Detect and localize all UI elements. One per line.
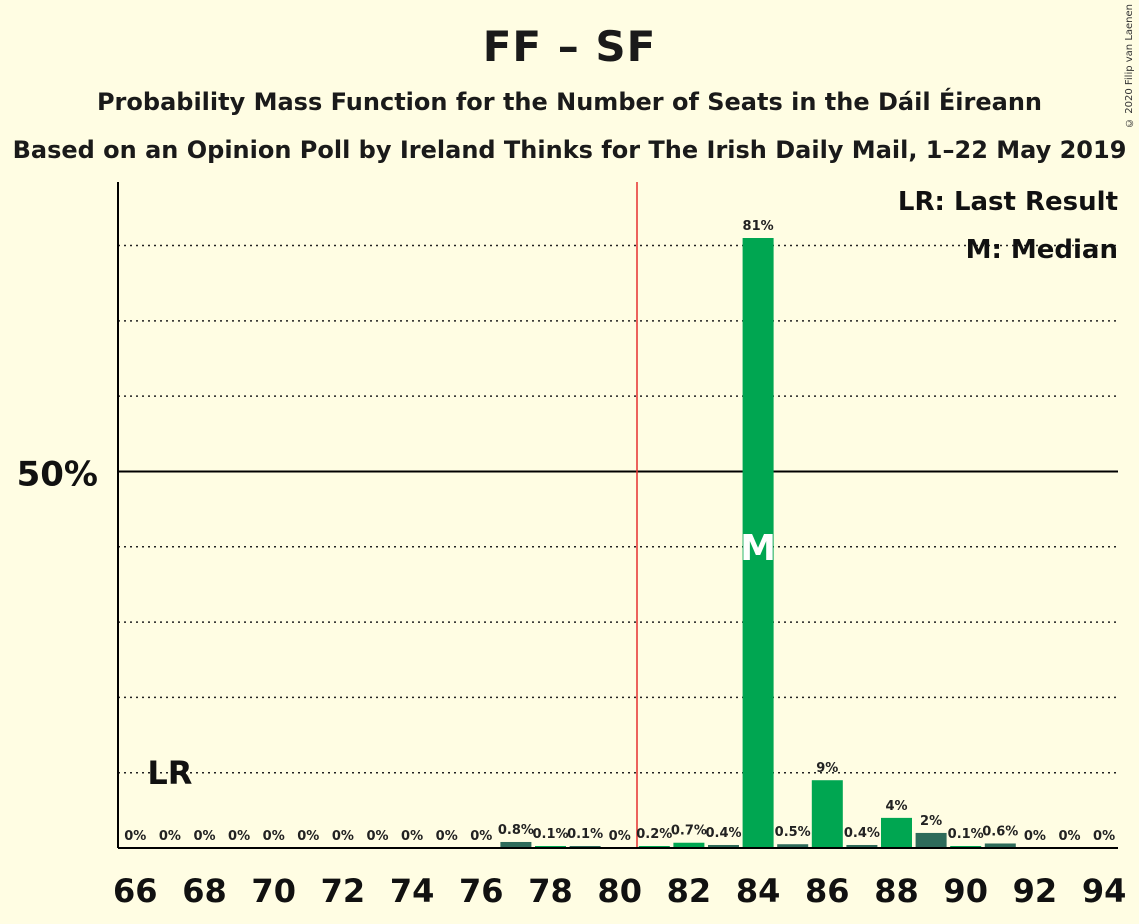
bar-seat-84 bbox=[742, 238, 774, 848]
x-tick-label: 72 bbox=[321, 872, 366, 910]
bar-seat-85 bbox=[777, 844, 809, 848]
x-tick-label: 92 bbox=[1013, 872, 1058, 910]
bar-value-label: 0.4% bbox=[705, 826, 741, 841]
x-tick-label: 76 bbox=[459, 872, 504, 910]
bar-value-label: 9% bbox=[816, 761, 838, 776]
x-tick-label: 74 bbox=[390, 872, 435, 910]
last-result-marker: LR bbox=[147, 754, 192, 792]
bar-value-label: 0.8% bbox=[498, 823, 534, 838]
y-tick-label: 50% bbox=[17, 454, 98, 494]
chart-subtitle: Probability Mass Function for the Number… bbox=[96, 88, 1043, 116]
bar-value-label: 0% bbox=[1093, 829, 1115, 844]
chart-source-line: Based on an Opinion Poll by Ireland Thin… bbox=[12, 136, 1127, 164]
x-tick-label: 90 bbox=[943, 872, 988, 910]
bar-value-label: 0.1% bbox=[567, 827, 603, 842]
bar-seat-87 bbox=[846, 844, 878, 848]
bar-value-label: 0.4% bbox=[844, 826, 880, 841]
bar-value-label: 2% bbox=[920, 814, 942, 829]
bar-seat-86 bbox=[811, 780, 843, 848]
x-tick-label: 78 bbox=[528, 872, 573, 910]
bar-value-label: 0% bbox=[366, 829, 388, 844]
median-marker: M bbox=[740, 528, 776, 569]
x-tick-label: 88 bbox=[874, 872, 919, 910]
bar-value-label: 0% bbox=[263, 829, 285, 844]
bar-value-label: 0% bbox=[332, 829, 354, 844]
x-tick-label: 94 bbox=[1082, 872, 1127, 910]
legend-median: M: Median bbox=[966, 235, 1118, 265]
bar-value-label: 0% bbox=[124, 829, 146, 844]
bar-value-label: 0% bbox=[1058, 829, 1080, 844]
bar-value-label: 0.1% bbox=[948, 827, 984, 842]
bar-value-label: 0.2% bbox=[636, 827, 672, 842]
x-tick-label: 86 bbox=[805, 872, 850, 910]
legend-last-result: LR: Last Result bbox=[898, 187, 1118, 217]
bar-value-label: 81% bbox=[743, 219, 774, 234]
bar-seat-89 bbox=[915, 832, 947, 848]
bar-value-label: 0% bbox=[228, 829, 250, 844]
bar-value-label: 0% bbox=[470, 829, 492, 844]
bar-seat-82 bbox=[673, 842, 705, 848]
bar-value-label: 0% bbox=[1024, 829, 1046, 844]
bar-seat-88 bbox=[881, 817, 912, 848]
bar-value-label: 0.1% bbox=[532, 827, 568, 842]
bar-value-label: 0% bbox=[193, 829, 215, 844]
bar-value-label: 0.6% bbox=[982, 824, 1018, 839]
bar-value-label: 0% bbox=[297, 829, 319, 844]
bar-value-label: 0.5% bbox=[775, 825, 811, 840]
x-tick-label: 66 bbox=[113, 872, 158, 910]
bar-value-label: 0% bbox=[401, 829, 423, 844]
chart-title: FF – SF bbox=[482, 22, 657, 71]
bar-seat-83 bbox=[708, 844, 739, 848]
bar-value-label: 0% bbox=[609, 829, 631, 844]
x-tick-label: 84 bbox=[736, 872, 781, 910]
bar-value-label: 4% bbox=[885, 799, 907, 814]
x-tick-label: 70 bbox=[251, 872, 296, 910]
x-tick-label: 82 bbox=[667, 872, 712, 910]
bar-seat-77 bbox=[500, 841, 532, 848]
x-tick-label: 80 bbox=[597, 872, 642, 910]
bar-value-label: 0.7% bbox=[671, 824, 707, 839]
bar-value-label: 0% bbox=[159, 829, 181, 844]
bar-value-label: 0% bbox=[436, 829, 458, 844]
bar-seat-91 bbox=[984, 843, 1016, 848]
x-tick-label: 68 bbox=[182, 872, 227, 910]
